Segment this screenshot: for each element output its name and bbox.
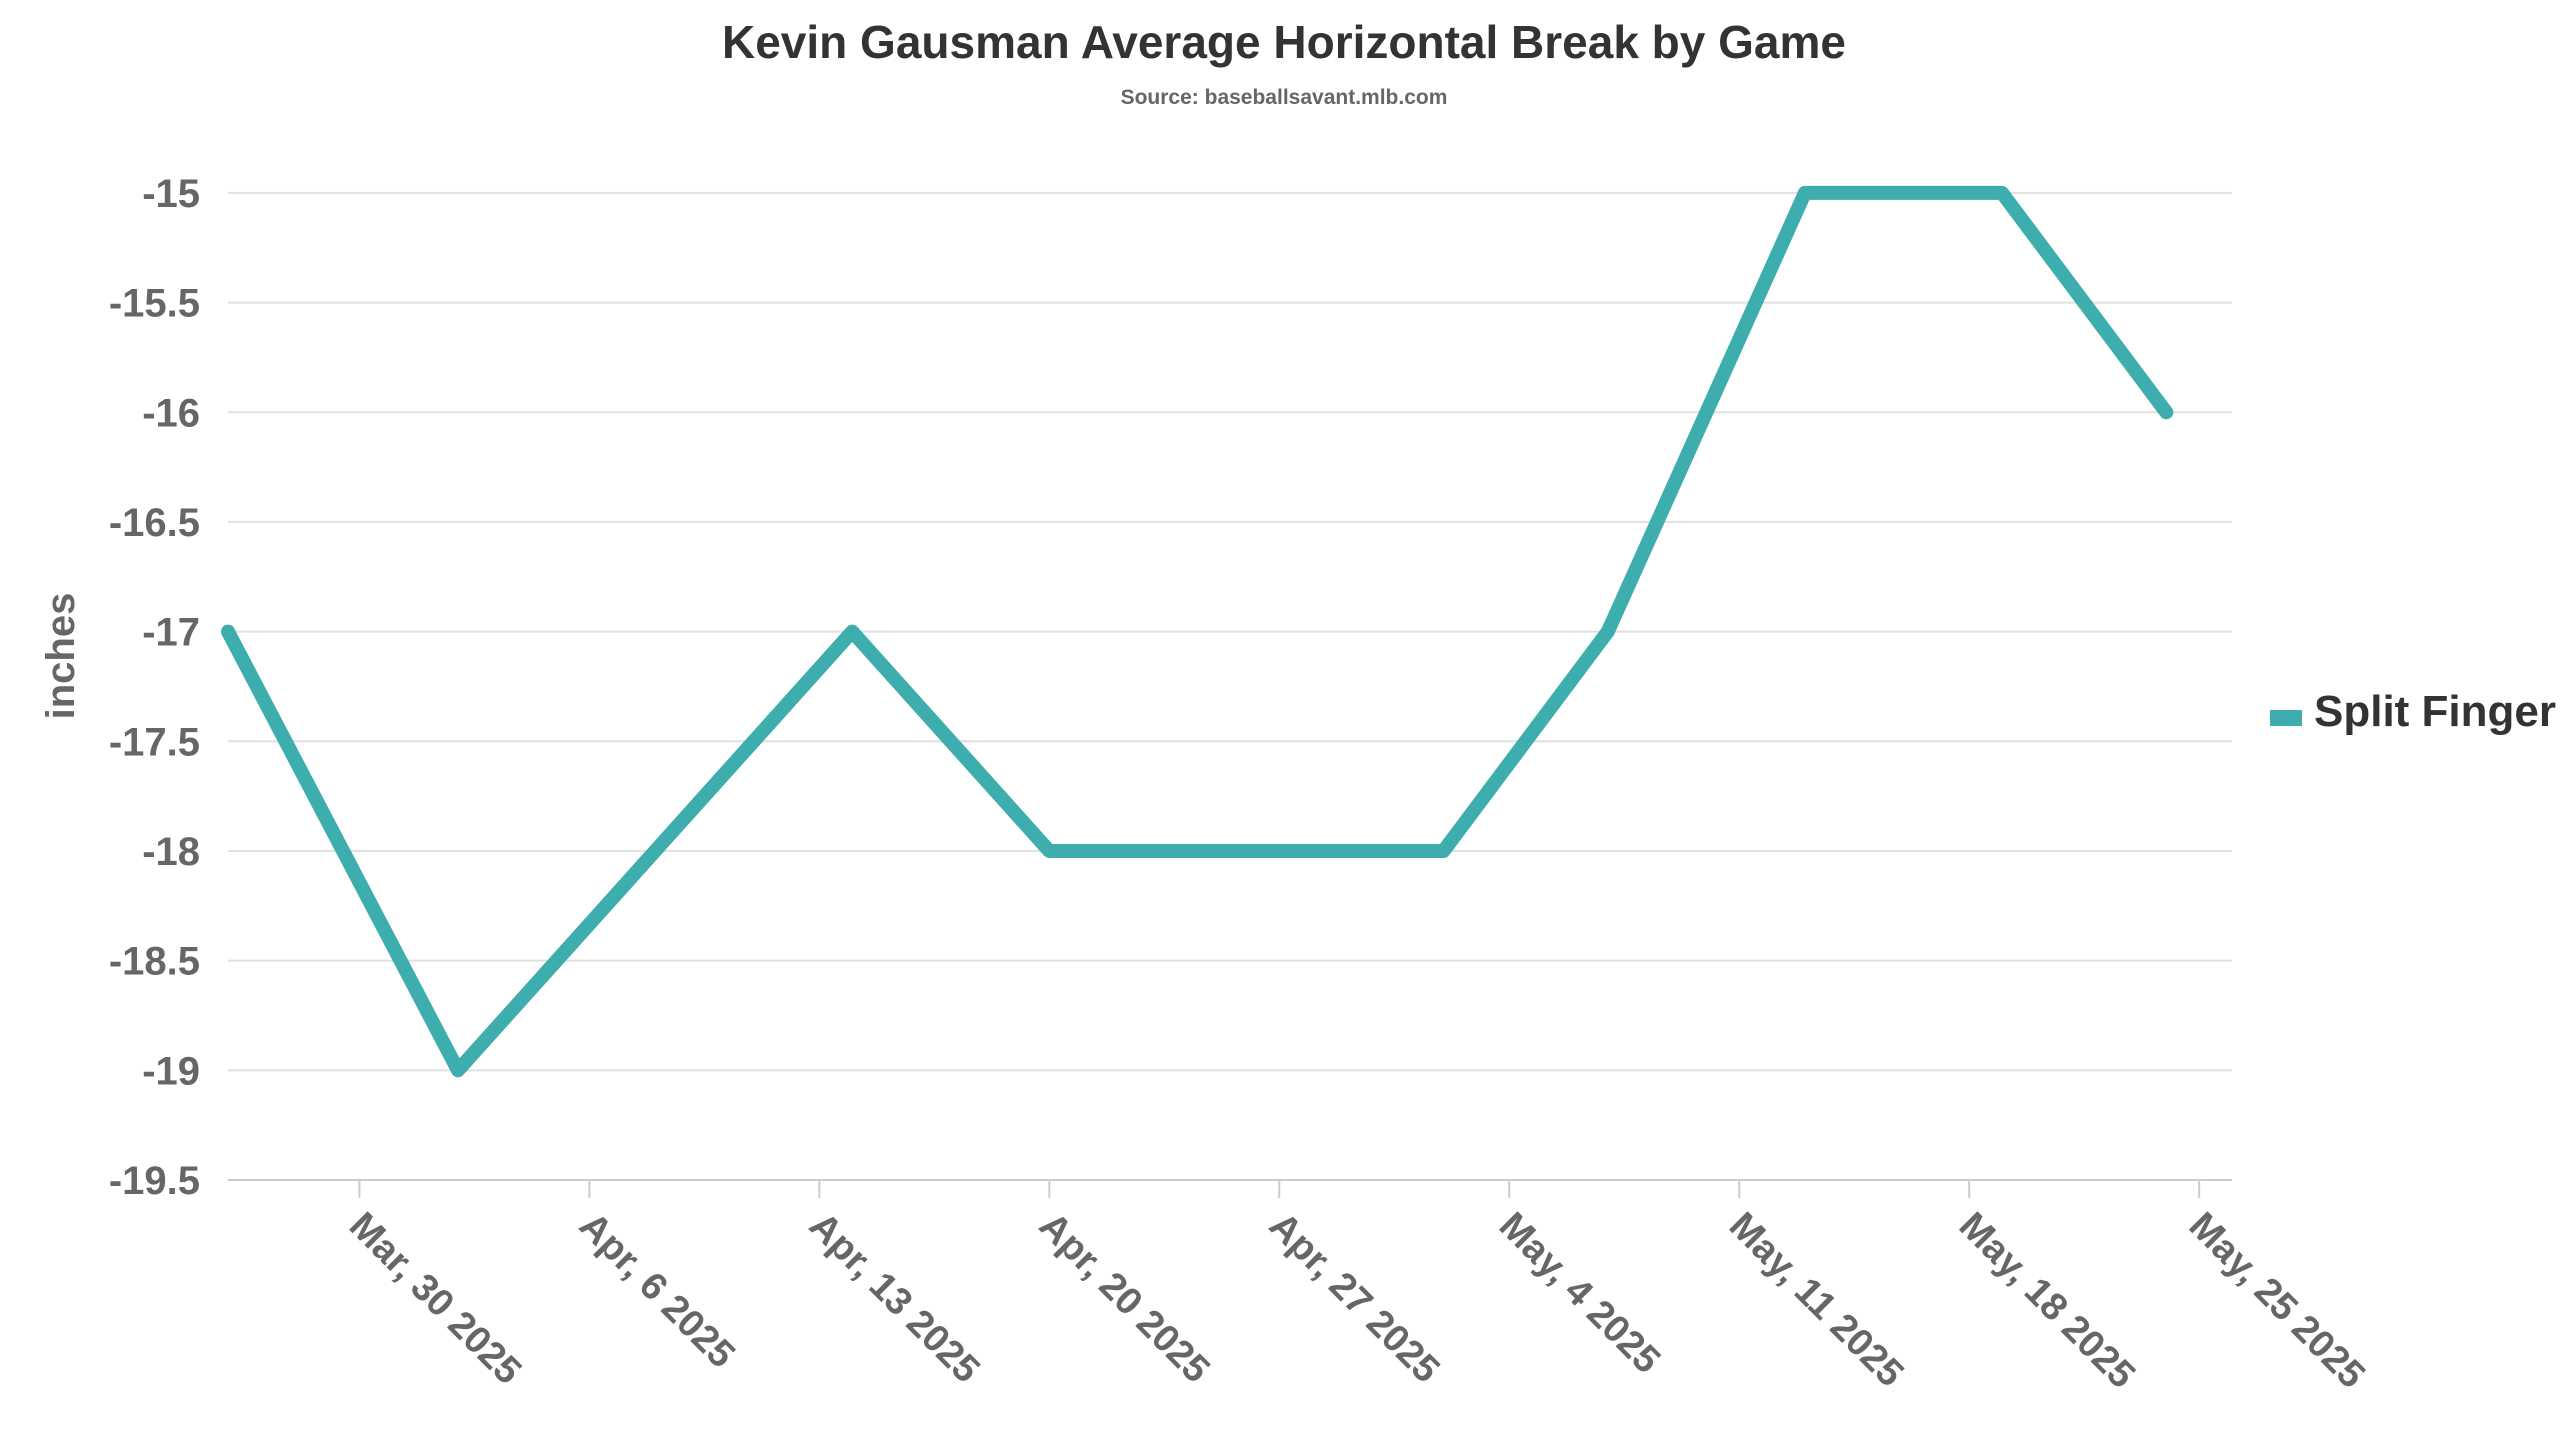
x-tick-label: Mar, 30 2025: [341, 1205, 529, 1393]
legend-label[interactable]: Split Finger: [2314, 687, 2556, 736]
chart-subtitle: Source: baseballsavant.mlb.com: [1121, 86, 1448, 109]
x-tick-label: May, 11 2025: [1721, 1205, 1912, 1396]
x-tick-label: May, 25 2025: [2181, 1205, 2373, 1397]
x-tick-label: May, 18 2025: [1951, 1205, 2143, 1397]
y-tick-label: -18.5: [109, 940, 200, 984]
y-tick-label: -17.5: [109, 720, 200, 764]
y-axis-label: inches: [39, 593, 83, 720]
legend-swatch[interactable]: [2270, 710, 2302, 726]
x-tick-label: May, 4 2025: [1491, 1205, 1668, 1382]
y-tick-label: -19.5: [109, 1159, 200, 1203]
y-tick-label: -16.5: [109, 501, 200, 545]
y-tick-label: -15.5: [109, 282, 200, 326]
series-line-split-finger: [221, 185, 2174, 1078]
chart-title: Kevin Gausman Average Horizontal Break b…: [722, 16, 1846, 68]
x-axis: Mar, 30 2025 Apr, 6 2025 Apr, 13 2025 Apr, …: [228, 1179, 2373, 1397]
y-tick-label: -18: [142, 830, 200, 874]
y-tick-label: -15: [142, 172, 200, 216]
y-tick-label: -19: [142, 1049, 200, 1093]
x-tick-label: Apr, 20 2025: [1031, 1205, 1218, 1392]
gridlines: [228, 191, 2232, 1072]
x-tick-label: Apr, 6 2025: [571, 1205, 743, 1377]
y-tick-label: -16: [142, 391, 200, 435]
legend[interactable]: Split Finger: [2270, 687, 2556, 736]
x-tick-label: Apr, 13 2025: [801, 1205, 988, 1392]
y-tick-label: -17: [142, 611, 200, 655]
series-lines: [221, 185, 2174, 1078]
x-tick-label: Apr, 27 2025: [1261, 1205, 1448, 1392]
y-axis-ticks: -15 -15.5 -16 -16.5 -17 -17.5 -18 -18.5 -19 -19.5: [109, 172, 200, 1203]
